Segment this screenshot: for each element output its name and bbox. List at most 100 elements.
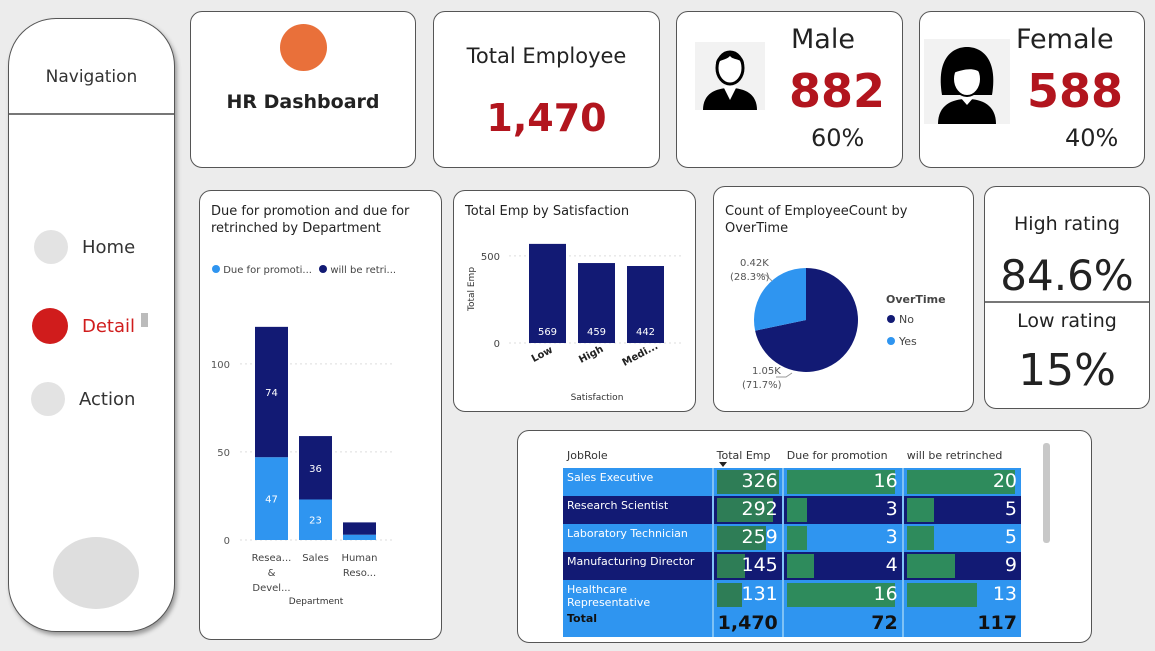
col-header-retrinched[interactable]: will be retrinched (906, 448, 1003, 462)
data-bar (716, 582, 742, 607)
department-chart-card: Due for promotion and due for retrinched… (199, 190, 442, 640)
nav-item-action[interactable]: Action (31, 382, 135, 416)
pie-slice (755, 268, 858, 372)
jobrole-table: JobRole Total Emp Due for promotion will… (563, 442, 1021, 637)
female-pct: 40% (1065, 124, 1119, 152)
jobrole-cell: Sales Executive (567, 471, 654, 484)
y-tick-label: 500 (481, 252, 500, 263)
cell-value: 13 (992, 582, 1017, 605)
leader-line (776, 372, 793, 378)
satisfaction-chart-svg: 0 500 569 Low 459 High 442 Medi... Total Emp Sati… (467, 243, 684, 403)
table-row[interactable]: Healthcare Representative 131 16 13 (563, 580, 1021, 609)
nav-title: Navigation (45, 67, 138, 87)
cell-value: 3 (885, 526, 898, 548)
x-axis-title: Satisfaction (571, 393, 624, 403)
high-rating-label: High rating (1014, 213, 1120, 235)
table-row[interactable]: Manufacturing Director 145 4 9 (563, 552, 1021, 580)
total-emp-cell: 145 (711, 552, 783, 580)
y-axis-title: Total Emp (467, 267, 477, 312)
cell-value: 131 (741, 582, 778, 605)
male-pct: 60% (811, 124, 865, 152)
data-label: 459 (587, 327, 606, 338)
male-value: 882 (789, 64, 886, 118)
retrinched-cell: 13 (901, 580, 1021, 609)
data-label: 442 (636, 327, 655, 338)
leader-line (760, 274, 773, 282)
rating-card: High rating 84.6% Low rating 15% (984, 186, 1150, 409)
data-bar (786, 554, 814, 578)
total-emp-cell: 292 (711, 496, 783, 524)
nav-home-label: Home (82, 236, 136, 258)
cell-value: 4 (885, 554, 898, 576)
nav-item-home[interactable]: Home (34, 230, 135, 264)
data-label: 569 (538, 327, 557, 338)
total-employee-card: Total Employee 1,470 (433, 11, 660, 168)
legend-dot-promotion-icon (212, 265, 220, 273)
total-employee-value: 1,470 (486, 96, 607, 140)
data-label: 74 (265, 388, 278, 399)
col-header-jobrole[interactable]: JobRole (567, 448, 608, 462)
action-dot-icon (31, 382, 65, 416)
pie-label-pct: (28.3%) (730, 272, 770, 283)
nav-action-label: Action (79, 388, 136, 410)
data-label: 36 (309, 464, 322, 475)
promotion-cell: 16 (781, 580, 903, 609)
col-header-promotion[interactable]: Due for promotion (786, 448, 888, 462)
x-tick-label: & (268, 568, 276, 579)
promotion-cell: 4 (781, 552, 903, 580)
cell-value: 326 (741, 470, 778, 492)
data-bar (906, 498, 934, 522)
title-card: HR Dashboard (190, 11, 416, 168)
data-bar (786, 526, 808, 550)
cell-value: 16 (873, 470, 898, 492)
total-label-cell: Total (567, 612, 598, 625)
male-avatar-icon (695, 42, 765, 110)
male-card: Male 882 60% (676, 11, 903, 168)
cell-value: 292 (741, 498, 778, 520)
female-avatar-icon (924, 39, 1010, 124)
x-tick-label: High (577, 344, 605, 366)
bar (578, 263, 615, 343)
retrinched-cell: 20 (901, 468, 1021, 496)
active-indicator (141, 313, 149, 327)
x-tick-label: Low (530, 345, 555, 365)
female-value: 588 (1027, 64, 1124, 118)
table-scrollbar[interactable] (1043, 443, 1050, 543)
y-tick-label: 100 (211, 360, 230, 371)
table-row[interactable]: Research Scientist 292 3 5 (563, 496, 1021, 524)
nav-divider (9, 113, 174, 115)
retrinched-cell: 5 (901, 496, 1021, 524)
overtime-chart-card: Count of EmployeeCount by OverTime 1.05K… (713, 186, 974, 412)
nav-item-detail[interactable]: Detail (32, 308, 149, 344)
total-value-cell: 1,470 (711, 609, 783, 637)
col-header-total[interactable]: Total Emp (713, 442, 783, 468)
legend-label-retrinch: will be retri... (330, 265, 397, 276)
jobrole-cell: Healthcare Representative (567, 583, 651, 609)
nav-bottom-button[interactable] (53, 537, 139, 609)
dashboard-title: HR Dashboard (226, 91, 380, 113)
legend-label: Yes (898, 335, 917, 348)
promotion-cell: 3 (781, 524, 903, 552)
retrinched-cell: 5 (901, 524, 1021, 552)
data-bar (786, 498, 808, 522)
female-card: Female 588 40% (919, 11, 1145, 168)
bar-segment (299, 499, 332, 540)
logo-circle-icon (280, 24, 327, 71)
table-row[interactable]: Sales Executive 326 16 20 (563, 468, 1021, 496)
bar-segment (343, 534, 376, 540)
home-dot-icon (34, 230, 68, 264)
bar (529, 243, 566, 343)
legend-label: No (899, 313, 914, 326)
x-axis-title: Department (289, 597, 344, 607)
legend-title: OverTime (886, 293, 946, 306)
overtime-chart-title: Count of EmployeeCount by OverTime (725, 204, 908, 236)
cell-value: 20 (992, 470, 1017, 492)
female-label: Female (1016, 24, 1114, 55)
x-tick-label: Devel... (252, 583, 290, 594)
x-tick-label: Sales (302, 553, 329, 564)
promotion-cell: 3 (781, 496, 903, 524)
total-emp-cell: 131 (711, 580, 783, 609)
jobrole-cell: Laboratory Technician (567, 527, 688, 540)
overtime-chart-svg: 1.05K (71.7%) 0.42K (28.3%) OverTime No Yes (730, 258, 946, 391)
table-row[interactable]: Laboratory Technician 259 3 5 (563, 524, 1021, 552)
